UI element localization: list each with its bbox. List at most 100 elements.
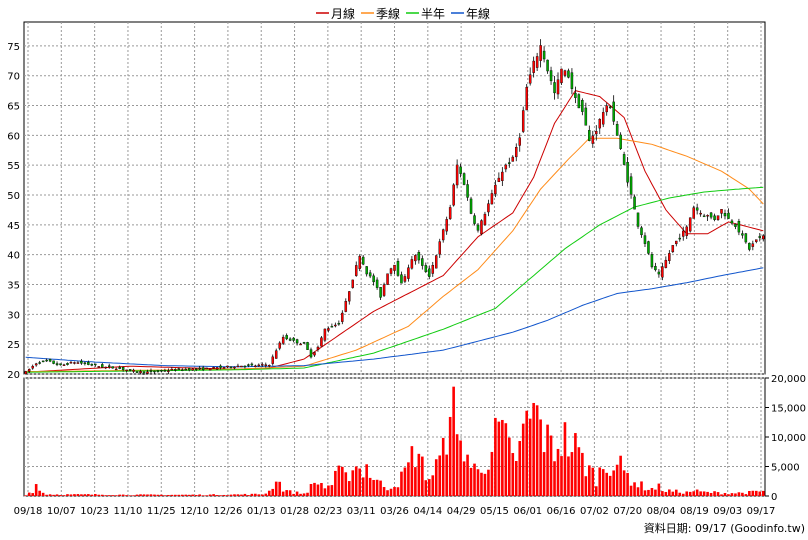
- candle-body: [678, 237, 682, 240]
- candle-body: [483, 213, 487, 226]
- volume-bar: [208, 494, 212, 496]
- candle-body: [535, 56, 539, 68]
- volume-bar: [754, 490, 758, 496]
- candle-body: [76, 362, 80, 364]
- candle-body: [748, 242, 751, 250]
- volume-bar: [473, 463, 476, 496]
- volume-bar: [288, 490, 292, 496]
- volume-bar: [100, 494, 104, 496]
- volume-bar: [661, 491, 664, 496]
- candle-body: [619, 134, 622, 149]
- price-y-tick-label: 65: [7, 102, 20, 113]
- candle-body: [671, 245, 675, 253]
- volume-bar: [615, 464, 619, 496]
- candle-body: [80, 360, 83, 364]
- volume-bar: [396, 487, 400, 496]
- volume-bar: [400, 471, 403, 496]
- volume-bar: [27, 492, 31, 496]
- volume-bar: [170, 494, 174, 496]
- candle-body: [341, 312, 344, 322]
- candle-body: [626, 161, 629, 183]
- candle-body: [622, 154, 626, 165]
- volume-bar: [212, 494, 215, 496]
- volume-bar: [445, 454, 448, 496]
- candle-body: [156, 370, 160, 372]
- volume-bar: [76, 494, 80, 496]
- volume-bar: [368, 477, 372, 496]
- volume-bar: [601, 469, 605, 496]
- candle-body: [532, 60, 535, 73]
- candle-body: [334, 324, 337, 327]
- candle-body: [751, 243, 755, 247]
- price-y-tick-label: 70: [7, 72, 20, 83]
- candle-body: [205, 367, 208, 370]
- volume-bar: [264, 493, 268, 496]
- candle-body: [497, 177, 501, 183]
- volume-bar: [215, 495, 219, 496]
- candle-body: [692, 207, 695, 219]
- candle-body: [247, 364, 250, 366]
- volume-bar: [730, 493, 734, 496]
- volume-bar: [720, 494, 723, 496]
- candle-body: [274, 350, 278, 359]
- volume-bar: [716, 492, 720, 496]
- candle-body: [661, 266, 664, 278]
- volume-bar: [142, 494, 146, 496]
- volume-bar: [59, 495, 62, 496]
- candle-body: [473, 215, 476, 224]
- candle-body: [643, 235, 647, 244]
- volume-bar: [229, 494, 233, 496]
- price-y-tick-label: 60: [7, 131, 20, 142]
- candle-body: [323, 328, 327, 341]
- candle-body: [695, 207, 699, 211]
- volume-bar: [160, 494, 163, 496]
- volume-bar: [90, 494, 94, 496]
- candle-body: [288, 338, 292, 341]
- volume-bar: [184, 494, 188, 496]
- candle-body: [601, 112, 605, 125]
- candle-body: [469, 198, 473, 214]
- candle-body: [344, 301, 348, 312]
- candle-body: [121, 367, 125, 370]
- candle-body: [480, 220, 483, 235]
- price-y-tick-label: 40: [7, 251, 20, 262]
- volume-bar: [295, 491, 299, 496]
- candle-body: [254, 365, 257, 368]
- candle-body: [501, 171, 504, 182]
- candle-body: [612, 101, 615, 122]
- candle-body: [174, 369, 177, 371]
- candle-body: [184, 368, 188, 371]
- volume-bar: [125, 495, 128, 496]
- candle-body: [438, 241, 441, 255]
- volume-bar: [521, 423, 525, 496]
- candle-body: [320, 337, 323, 347]
- x-tick-label: 06/16: [547, 506, 576, 517]
- x-tick-label: 06/01: [513, 506, 542, 517]
- volume-bar: [226, 495, 229, 496]
- volume-bar: [45, 494, 48, 496]
- candle-body: [306, 342, 309, 350]
- candle-body: [55, 363, 59, 366]
- volume-bar: [434, 459, 438, 496]
- volume-bar: [567, 456, 570, 496]
- volume-bar: [574, 433, 577, 496]
- candle-body: [407, 267, 410, 279]
- volume-bar: [608, 475, 612, 496]
- candle-body: [650, 254, 654, 268]
- price-panel: 20 25 30 35 40 45 50 55 60 65 70 75: [7, 21, 766, 381]
- volume-bar: [751, 490, 755, 496]
- candle-body: [494, 184, 497, 195]
- candle-body: [518, 137, 521, 146]
- x-tick-label: 10/23: [80, 506, 109, 517]
- candle-body: [466, 184, 469, 198]
- volume-y-tick-label: 10,000: [771, 433, 806, 444]
- volume-bar: [504, 423, 508, 496]
- candle-body: [337, 323, 341, 325]
- x-tick-label: 02/23: [313, 506, 342, 517]
- candle-body: [365, 266, 368, 275]
- volume-bar: [563, 422, 567, 496]
- volume-bar: [334, 470, 337, 496]
- candle-body: [278, 342, 281, 349]
- volume-bar: [581, 452, 584, 496]
- volume-bar: [591, 467, 595, 496]
